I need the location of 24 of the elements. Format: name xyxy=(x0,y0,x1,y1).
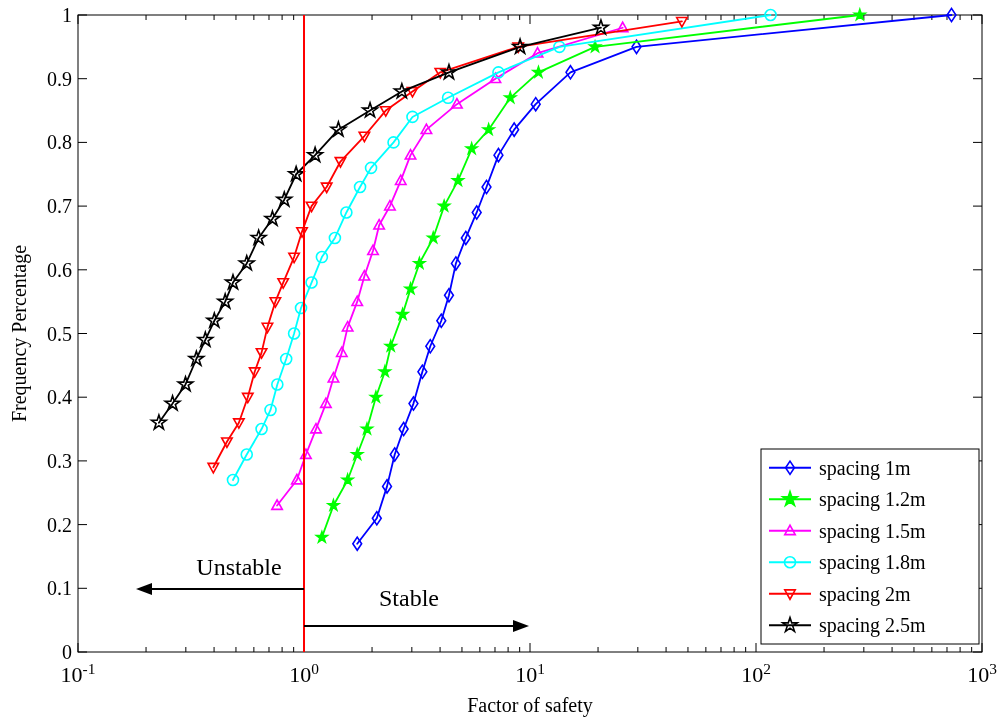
legend-label: spacing 1m xyxy=(819,456,912,480)
y-tick-label: 0.9 xyxy=(47,67,72,90)
y-tick-label: 0.5 xyxy=(47,322,72,345)
y-tick-label: 0.6 xyxy=(47,258,72,281)
y-tick-label: 0.4 xyxy=(47,386,72,409)
annotation: Unstable xyxy=(196,554,282,581)
y-tick-label: 0.7 xyxy=(47,195,72,218)
y-tick-label: 0.1 xyxy=(47,577,72,600)
x-tick-label: 10$^{2}$ xyxy=(741,659,771,687)
y-tick-label: 1 xyxy=(62,4,72,26)
annotation: Stable xyxy=(379,585,439,612)
legend-label: spacing 1.5m xyxy=(819,519,927,543)
y-tick-label: 0.2 xyxy=(47,513,72,536)
legend-label: spacing 2.5m xyxy=(819,614,927,638)
legend-label: spacing 1.2m xyxy=(819,488,927,512)
x-tick-label: 10$^{1}$ xyxy=(515,659,545,687)
legend-label: spacing 2m xyxy=(819,582,912,606)
x-axis-title: Factor of safety xyxy=(467,694,593,717)
legend-label: spacing 1.8m xyxy=(819,551,927,575)
x-tick-label: 10$^{0}$ xyxy=(289,659,320,687)
y-tick-label: 0.8 xyxy=(47,131,72,154)
y-tick-label: 0.3 xyxy=(47,449,72,472)
y-axis-title: Frequency Percentage xyxy=(8,244,31,423)
x-tick-label: 10$^{3}$ xyxy=(967,659,998,687)
